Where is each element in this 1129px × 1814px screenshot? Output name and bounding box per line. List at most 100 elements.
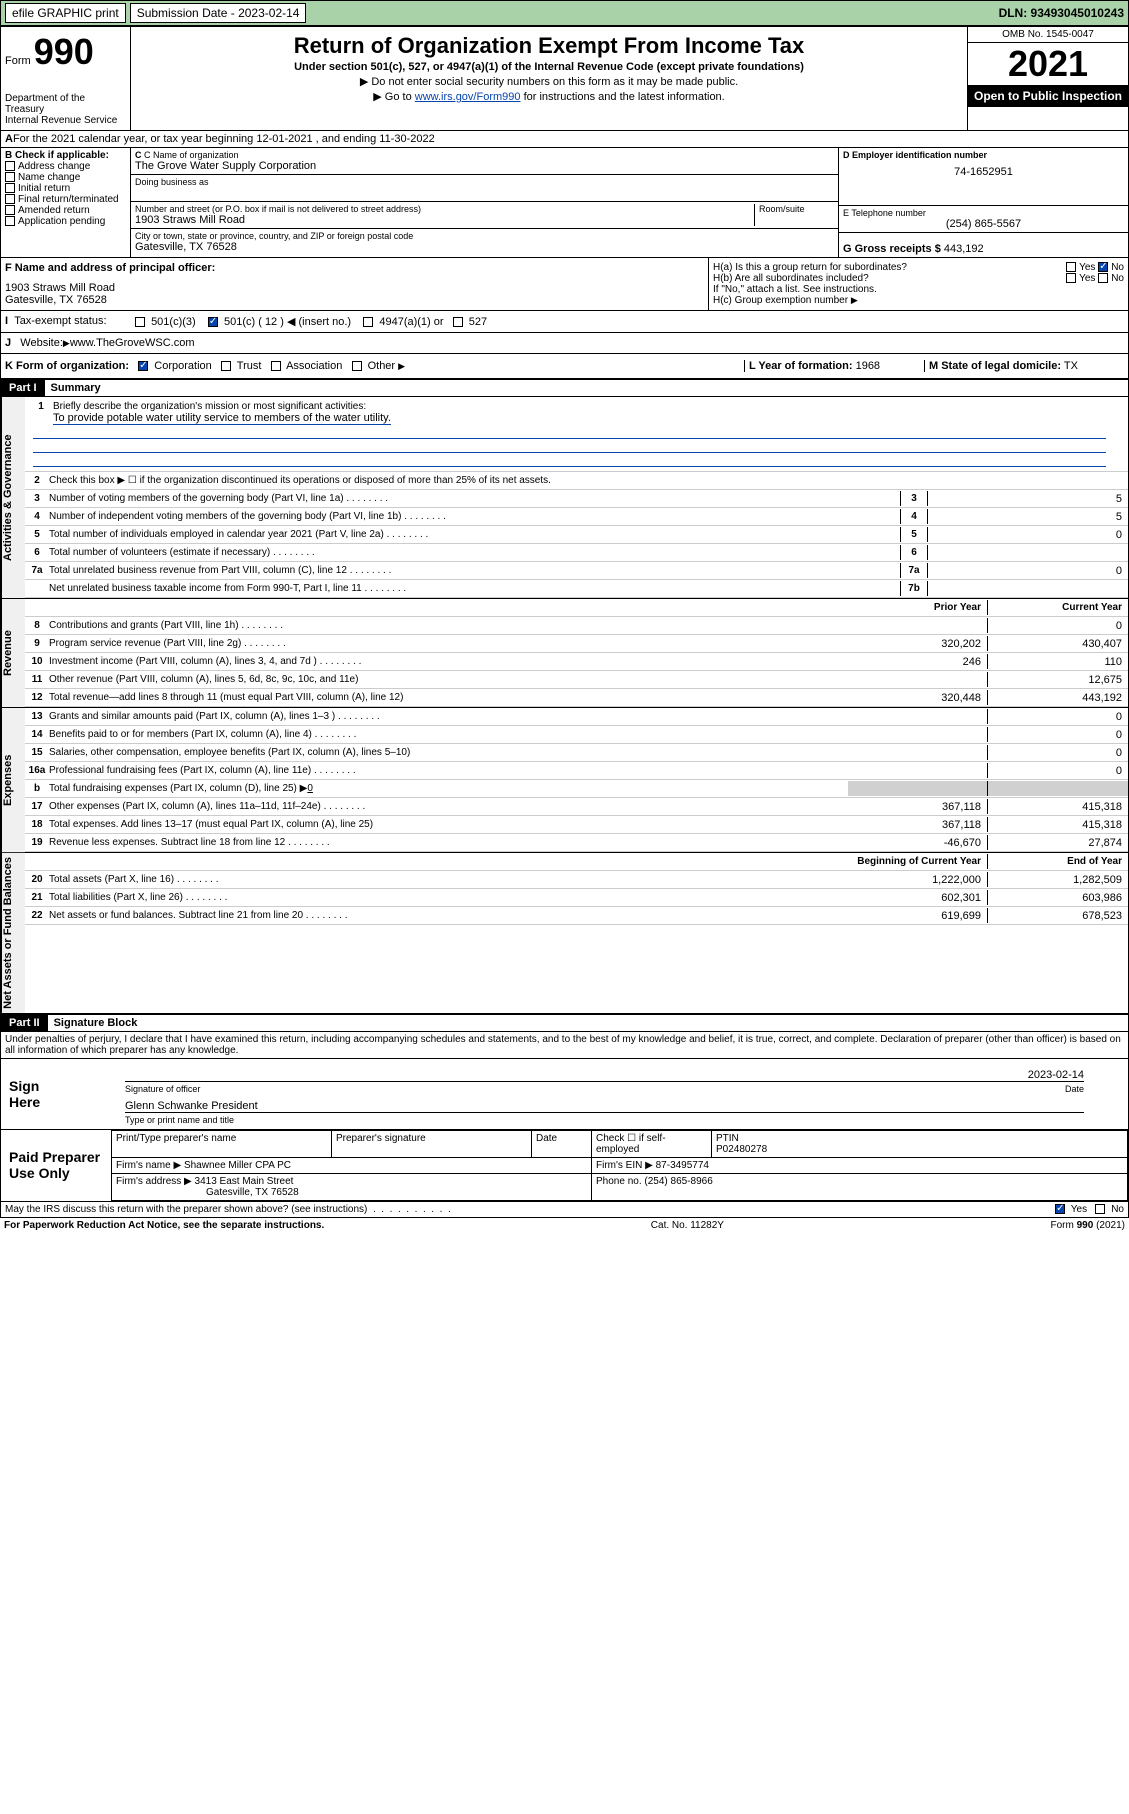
cb-assoc[interactable] <box>271 361 281 371</box>
street-address: 1903 Straws Mill Road <box>135 214 754 226</box>
p9: 320,202 <box>848 636 988 651</box>
p10: 246 <box>848 654 988 669</box>
cb-other[interactable] <box>352 361 362 371</box>
p20: 1,222,000 <box>848 872 988 887</box>
p16a <box>848 763 988 778</box>
public-inspection: Open to Public Inspection <box>968 85 1128 107</box>
revenue-section: Revenue Prior YearCurrent Year 8Contribu… <box>0 599 1129 708</box>
vtab-expenses: Expenses <box>1 708 25 852</box>
cb-527[interactable] <box>453 317 463 327</box>
vtab-activities: Activities & Governance <box>1 397 25 598</box>
cb-discuss-yes[interactable] <box>1055 1204 1065 1214</box>
firm-ein: 87-3495774 <box>656 1160 709 1171</box>
mission-text: To provide potable water utility service… <box>53 412 391 425</box>
cb-4947[interactable] <box>363 317 373 327</box>
section-f-h: F Name and address of principal officer:… <box>0 258 1129 311</box>
dba-label: Doing business as <box>135 177 834 187</box>
p15 <box>848 745 988 760</box>
sig-date: 2023-02-14 <box>1028 1069 1084 1081</box>
c14: 0 <box>988 727 1128 742</box>
val-7b <box>928 581 1128 596</box>
subtitle-2: ▶ Do not enter social security numbers o… <box>137 75 961 88</box>
cb-hb-no[interactable] <box>1098 273 1108 283</box>
firm-addr1: 3413 East Main Street <box>195 1176 294 1187</box>
c10: 110 <box>988 654 1128 669</box>
form-number: 990 <box>34 31 94 72</box>
e-phone-label: E Telephone number <box>843 208 1124 218</box>
c-name-label: C C Name of organization <box>135 150 834 160</box>
val-4: 5 <box>928 509 1128 524</box>
cb-501c[interactable] <box>208 317 218 327</box>
hb-note: If "No," attach a list. See instructions… <box>713 284 1124 295</box>
c8: 0 <box>988 618 1128 633</box>
subtitle-3: ▶ Go to www.irs.gov/Form990 for instruct… <box>137 90 961 103</box>
line-a: A For the 2021 calendar year, or tax yea… <box>0 131 1129 148</box>
dln: DLN: 93493045010243 <box>999 6 1124 20</box>
sign-here-label: Sign Here <box>1 1059 81 1129</box>
expenses-section: Expenses 13Grants and similar amounts pa… <box>0 708 1129 853</box>
p18: 367,118 <box>848 817 988 832</box>
city-state-zip: Gatesville, TX 76528 <box>135 241 834 253</box>
c11: 12,675 <box>988 672 1128 687</box>
website-value: www.TheGroveWSC.com <box>70 337 195 349</box>
c21: 603,986 <box>988 890 1128 905</box>
p19: -46,670 <box>848 835 988 850</box>
cb-ha-no[interactable] <box>1098 262 1108 272</box>
c20: 1,282,509 <box>988 872 1128 887</box>
signature-block: Sign Here 2023-02-14 Signature of office… <box>0 1058 1129 1218</box>
state-domicile: TX <box>1064 360 1078 372</box>
line-k-l-m: K Form of organization: Corporation Trus… <box>0 354 1129 379</box>
netassets-section: Net Assets or Fund Balances Beginning of… <box>0 853 1129 1014</box>
c16a: 0 <box>988 763 1128 778</box>
cb-hb-yes[interactable] <box>1066 273 1076 283</box>
efile-link[interactable]: efile GRAPHIC print <box>5 3 126 23</box>
val-6 <box>928 545 1128 560</box>
cb-initial-return[interactable] <box>5 183 15 193</box>
year-formation: 1968 <box>856 360 880 372</box>
irs-label: Internal Revenue Service <box>5 115 126 126</box>
part2-header: Part II Signature Block <box>0 1014 1129 1032</box>
p17: 367,118 <box>848 799 988 814</box>
omb-number: OMB No. 1545-0047 <box>968 27 1128 43</box>
line-i: I Tax-exempt status: 501(c)(3) 501(c) ( … <box>0 311 1129 333</box>
cb-ha-yes[interactable] <box>1066 262 1076 272</box>
c18: 415,318 <box>988 817 1128 832</box>
city-label: City or town, state or province, country… <box>135 231 834 241</box>
cb-app-pending[interactable] <box>5 216 15 226</box>
f-label: F Name and address of principal officer: <box>5 262 704 274</box>
g-gross-label: G Gross receipts $ <box>843 243 941 255</box>
section-b-to-g: B Check if applicable: Address change Na… <box>0 148 1129 258</box>
room-label: Room/suite <box>759 204 834 214</box>
officer-name-title: Glenn Schwanke President <box>125 1100 258 1112</box>
p12: 320,448 <box>848 690 988 705</box>
fundraising-exp: 0 <box>307 783 313 794</box>
cb-discuss-no[interactable] <box>1095 1204 1105 1214</box>
cb-final-return[interactable] <box>5 194 15 204</box>
dept-treasury: Department of the Treasury <box>5 93 126 115</box>
d-ein-label: D Employer identification number <box>843 150 1124 160</box>
ha-label: H(a) Is this a group return for subordin… <box>713 262 907 273</box>
hb-label: H(b) Are all subordinates included? <box>713 273 869 284</box>
cb-501c3[interactable] <box>135 317 145 327</box>
declaration: Under penalties of perjury, I declare th… <box>0 1032 1129 1058</box>
cb-amended[interactable] <box>5 205 15 215</box>
cb-corp[interactable] <box>138 361 148 371</box>
line-j: J Website: www.TheGroveWSC.com <box>0 333 1129 354</box>
c9: 430,407 <box>988 636 1128 651</box>
org-name: The Grove Water Supply Corporation <box>135 160 834 172</box>
cb-address-change[interactable] <box>5 161 15 171</box>
subtitle-1: Under section 501(c), 527, or 4947(a)(1)… <box>137 61 961 73</box>
firm-addr2: Gatesville, TX 76528 <box>206 1187 299 1198</box>
submission-date: Submission Date - 2023-02-14 <box>130 3 307 23</box>
val-7a: 0 <box>928 563 1128 578</box>
cb-name-change[interactable] <box>5 172 15 182</box>
form990-link[interactable]: www.irs.gov/Form990 <box>415 91 521 103</box>
preparer-table: Print/Type preparer's name Preparer's si… <box>111 1130 1128 1201</box>
firm-phone: (254) 865-8966 <box>644 1176 712 1187</box>
c17: 415,318 <box>988 799 1128 814</box>
c19: 27,874 <box>988 835 1128 850</box>
firm-name: Shawnee Miller CPA PC <box>184 1160 291 1171</box>
cb-trust[interactable] <box>221 361 231 371</box>
activities-governance: Activities & Governance 1Briefly describ… <box>0 397 1129 599</box>
vtab-revenue: Revenue <box>1 599 25 707</box>
